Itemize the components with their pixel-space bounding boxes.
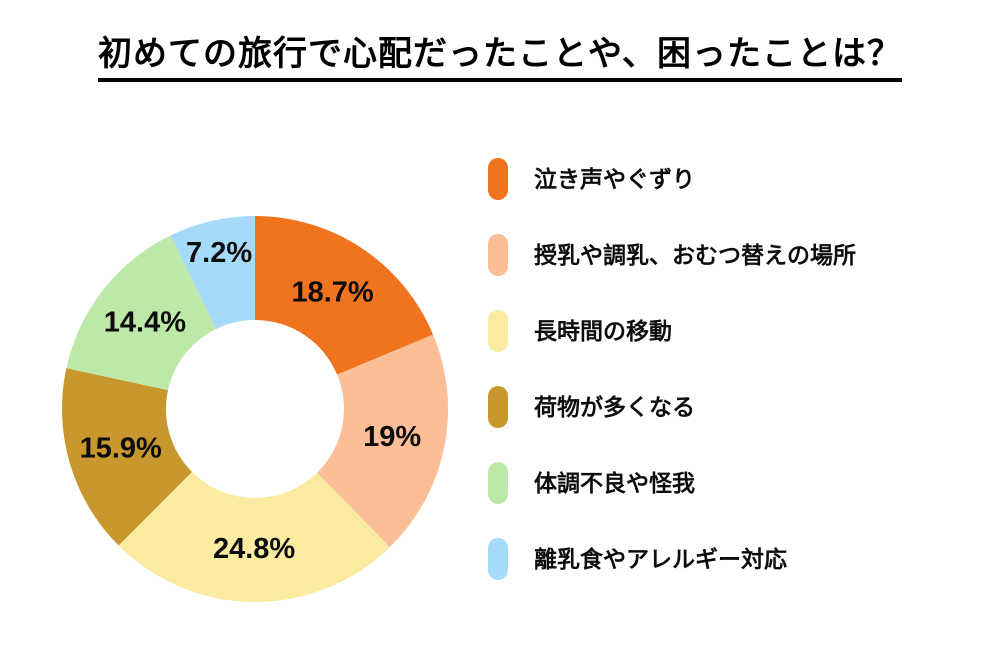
slice-percent-label-4: 14.4%: [104, 307, 186, 339]
legend-label: 体調不良や怪我: [534, 469, 695, 496]
donut-slice-3: [62, 368, 193, 546]
slice-percent-label-3: 15.9%: [80, 433, 162, 465]
legend-label: 授乳や調乳、おむつ替えの場所: [534, 241, 856, 268]
donut-chart: 18.7% 19% 24.8% 15.9% 14.4% 7.2%: [62, 216, 449, 603]
legend-swatch-icon: [488, 462, 508, 504]
title-wrap: 初めての旅行で心配だったことや、困ったことは？: [0, 35, 1000, 83]
legend-swatch-icon: [488, 310, 508, 352]
legend-item-4: 体調不良や怪我: [488, 462, 856, 504]
donut-slice-1: [317, 334, 449, 548]
legend-item-1: 授乳や調乳、おむつ替えの場所: [488, 234, 856, 276]
donut-slice-4: [66, 235, 217, 391]
donut-slice-2: [118, 471, 390, 603]
chart-legend: 泣き声やぐずり授乳や調乳、おむつ替えの場所 長時間の移動 荷物が多くなる 体調不良や怪…: [488, 158, 856, 580]
slice-percent-label-1: 19%: [363, 421, 421, 453]
legend-swatch-icon: [488, 386, 508, 428]
donut-slice-0: [255, 216, 434, 375]
legend-label: 長時間の移動: [534, 317, 672, 344]
slice-percent-label-5: 7.2%: [186, 237, 252, 269]
page-title: 初めての旅行で心配だったことや、困ったことは？: [98, 35, 902, 83]
legend-swatch-icon: [488, 158, 508, 200]
legend-item-5: 離乳食やアレルギー対応: [488, 538, 856, 580]
slice-percent-label-2: 24.8%: [213, 533, 295, 565]
legend-swatch-icon: [488, 234, 508, 276]
donut-slice-5: [170, 216, 255, 329]
legend-item-0: 泣き声やぐずり: [488, 158, 856, 200]
legend-item-3: 荷物が多くなる: [488, 386, 856, 428]
legend-swatch-icon: [488, 538, 508, 580]
legend-label: 泣き声やぐずり: [534, 165, 695, 192]
legend-item-2: 長時間の移動: [488, 310, 856, 352]
legend-label: 荷物が多くなる: [534, 393, 695, 420]
legend-label: 離乳食やアレルギー対応: [534, 545, 787, 572]
slice-percent-label-0: 18.7%: [291, 277, 373, 309]
